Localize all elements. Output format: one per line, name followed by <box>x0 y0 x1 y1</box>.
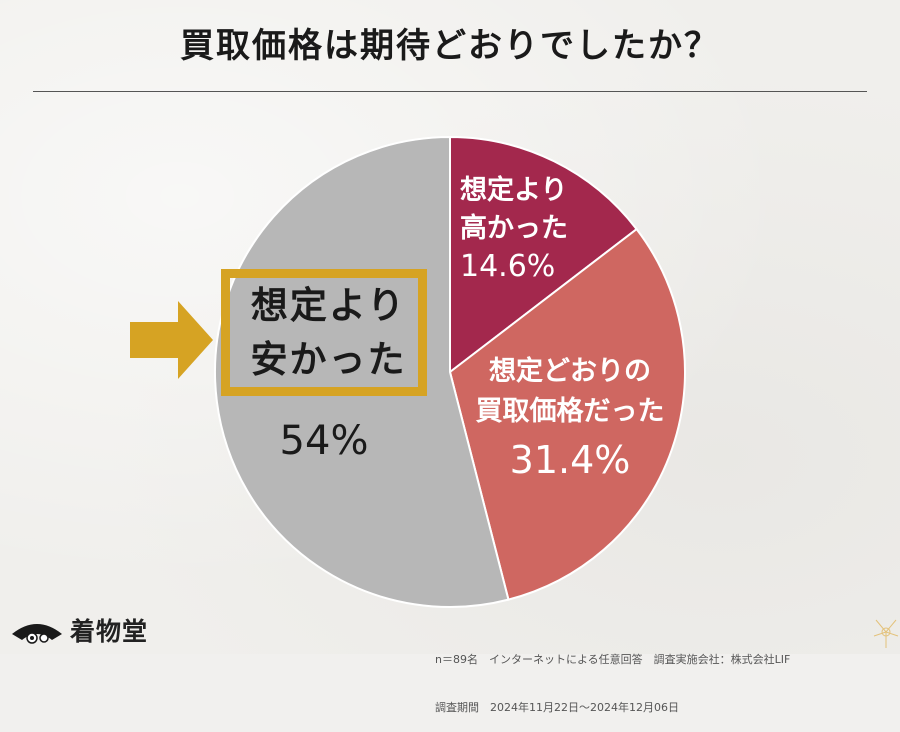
pie-chart <box>130 135 686 608</box>
pie-slice-high <box>449 135 638 375</box>
slice-label-high: 想定より 高かった 14.6% <box>460 172 568 286</box>
slice-label-low-line2: 安かった <box>250 337 407 381</box>
slice-label-low: 想定より 安かった <box>236 278 421 386</box>
slice-value-mid: 31.4% <box>509 438 631 482</box>
fan-icon <box>12 624 62 644</box>
slice-value-high: 14.6% <box>460 249 556 284</box>
footnote-line1: n＝89名 インターネットによる任意回答 調査実施会社：株式会社LIF <box>435 653 791 666</box>
pie-slice-low <box>214 135 510 608</box>
flower-ornament-icon <box>873 619 899 648</box>
highlight-box <box>221 269 427 396</box>
slice-label-mid: 想定どおりの 買取価格だった 31.4% <box>462 352 678 488</box>
slice-label-low-line1: 想定より <box>250 283 407 327</box>
brand-name: 着物堂 <box>70 617 149 646</box>
highlight-arrow-icon <box>130 301 213 379</box>
brand-logo: 着物堂 <box>8 612 158 648</box>
slice-label-mid-line2: 買取価格だった <box>475 396 665 427</box>
slice-label-high-line1: 想定より <box>460 175 568 206</box>
slice-label-mid-line1: 想定どおりの <box>489 356 651 387</box>
slice-value-low: 54% <box>279 418 369 464</box>
slice-label-high-line2: 高かった <box>460 213 568 244</box>
footnote-line2: 調査期間 2024年11月22日～2024年12月06日 <box>435 701 679 714</box>
title-divider <box>33 91 867 92</box>
pie-slice-mid <box>448 227 686 601</box>
page-title: 買取価格は期待どおりでしたか？ <box>180 26 720 66</box>
footnote: n＝89名 インターネットによる任意回答 調査実施会社：株式会社LIF 調査期間… <box>435 620 790 732</box>
